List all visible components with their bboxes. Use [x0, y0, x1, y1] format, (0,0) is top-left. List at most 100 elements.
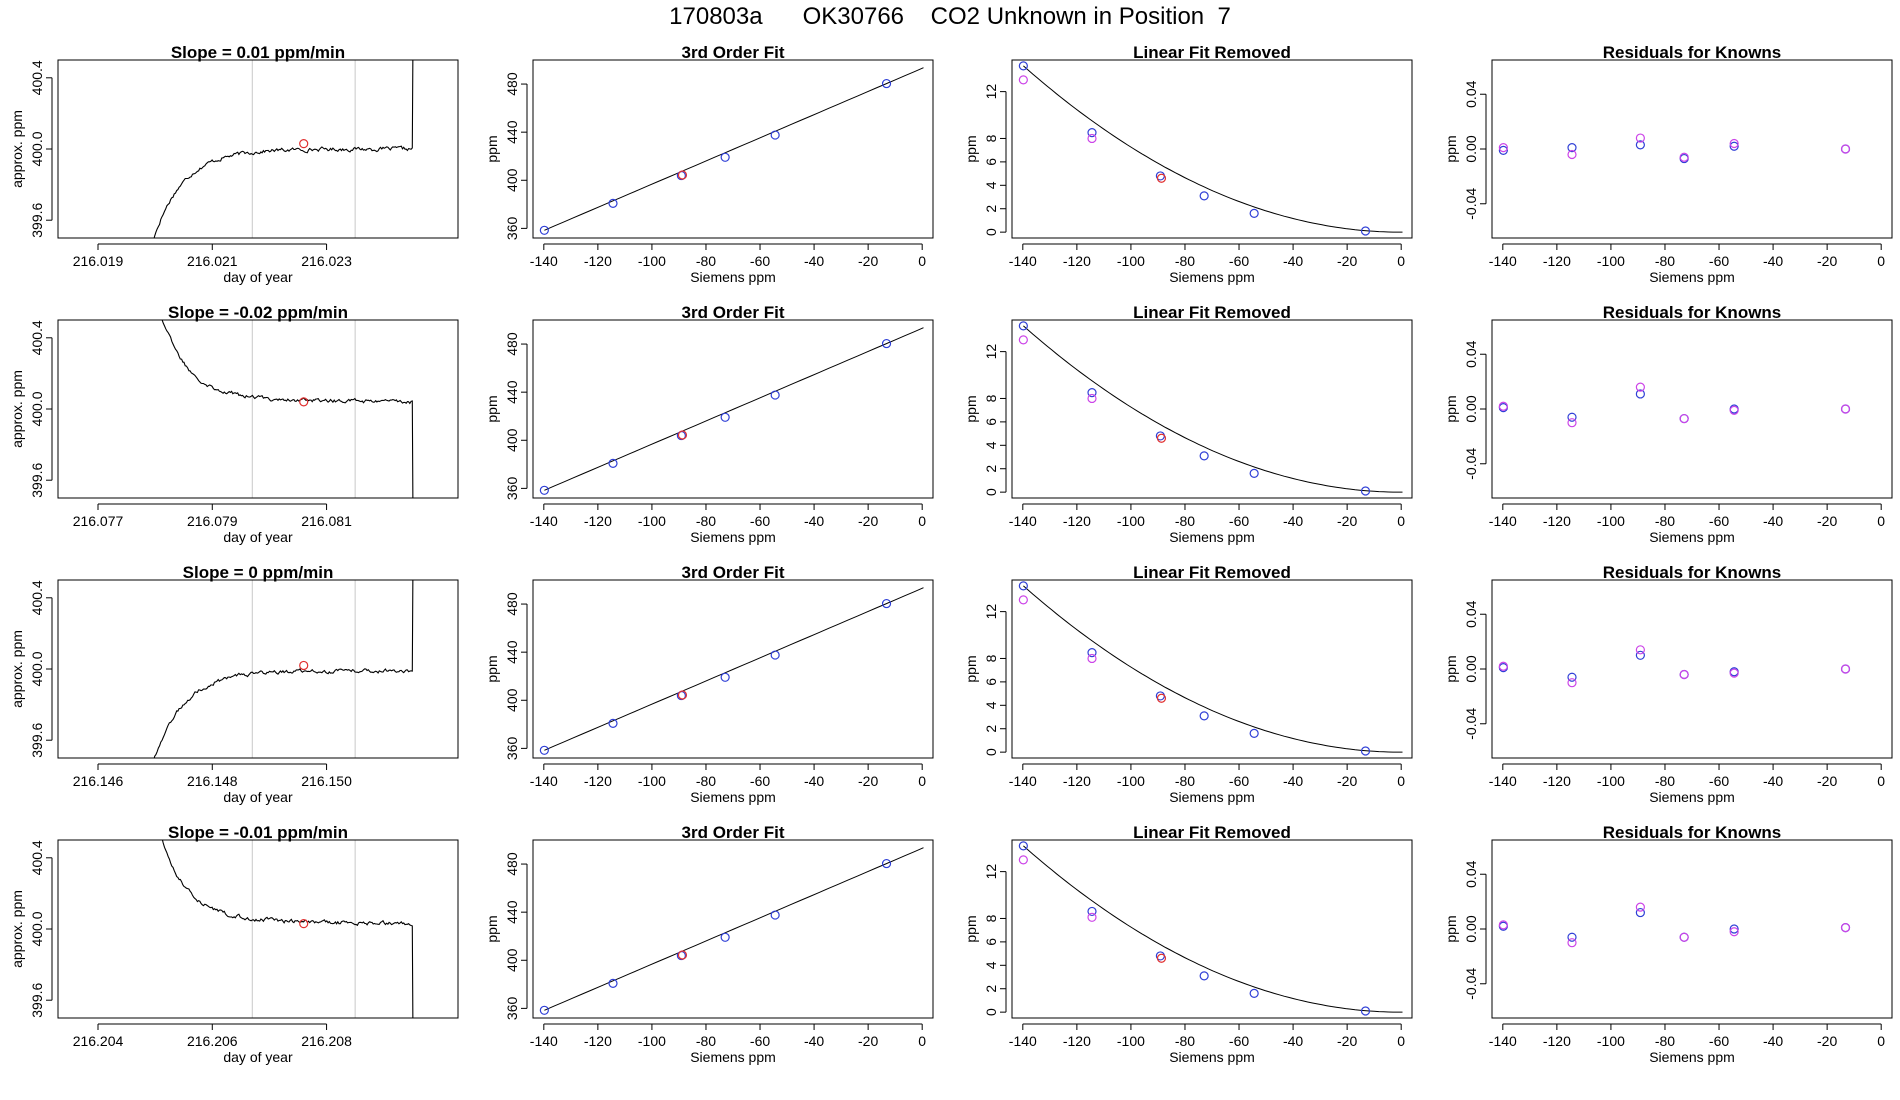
x-tick-label: -60: [750, 1033, 770, 1049]
y-tick-label: 2: [983, 725, 999, 733]
ppm-trace: [153, 580, 414, 758]
fit-curve: [544, 847, 924, 1011]
x-tick-label: -120: [1543, 513, 1571, 529]
known-standard-point: [1199, 451, 1209, 461]
y-axis-label: ppm: [484, 655, 500, 682]
panel-r3-c4: Residuals for Knowns -140 -120 -100 -80 -60 -4…: [1443, 563, 1893, 805]
known-standard-alt-point: [1087, 133, 1097, 144]
y-tick-label: 400.0: [29, 651, 45, 686]
y-tick-label: 0: [983, 748, 999, 756]
known-standard-point: [1018, 61, 1028, 71]
x-tick-label: -140: [530, 513, 558, 529]
x-tick-label: -100: [638, 513, 666, 529]
x-tick-label: -100: [1117, 1033, 1145, 1049]
known-standard-alt-point: [1840, 923, 1851, 933]
x-tick-label: -40: [1763, 253, 1783, 269]
panel-r1-c1: Slope = 0.01 ppm/min 216.019 216.021 216.02…: [9, 43, 459, 285]
data-layer: [539, 67, 924, 235]
x-tick-label: -120: [1543, 1033, 1571, 1049]
data-layer: [153, 580, 414, 758]
x-axis-label: Siemens ppm: [1649, 789, 1735, 805]
known-standard-alt-point: [1018, 75, 1028, 85]
panel-title: 3rd Order Fit: [682, 823, 785, 842]
panel-title: Linear Fit Removed: [1133, 43, 1291, 62]
x-tick-label: -100: [1117, 253, 1145, 269]
x-tick-label: -60: [750, 773, 770, 789]
x-tick-label: -80: [1175, 513, 1195, 529]
x-tick-label: -80: [1655, 773, 1675, 789]
known-standard-alt-point: [1679, 932, 1689, 942]
known-standard-alt-point: [1498, 143, 1508, 153]
fit-curve: [544, 67, 924, 231]
y-tick-label: 8: [983, 394, 999, 402]
window-mean-marker: [299, 660, 309, 671]
y-tick-label: 399.6: [29, 202, 45, 237]
x-tick-label: -120: [1063, 253, 1091, 269]
x-tick-label: -60: [1709, 253, 1729, 269]
window-mean-marker: [299, 919, 309, 929]
known-standard-alt-point: [1498, 401, 1508, 411]
y-tick-label: 440: [504, 380, 520, 404]
unknown-sample-point: [1156, 953, 1167, 963]
x-tick-label: 216.148: [187, 773, 238, 789]
known-standard-alt-point: [1087, 912, 1097, 922]
x-tick-label: -80: [696, 253, 716, 269]
known-standard-alt-point: [1635, 902, 1645, 912]
x-tick-label: -80: [1175, 253, 1195, 269]
panel-title: Linear Fit Removed: [1133, 563, 1291, 582]
x-tick-label: -140: [1489, 253, 1517, 269]
y-axis-label: ppm: [963, 655, 979, 682]
known-standard-point: [1360, 746, 1371, 756]
y-axis-label: ppm: [963, 135, 979, 162]
x-tick-label: 0: [918, 513, 926, 529]
y-axis-label: ppm: [1443, 655, 1459, 682]
known-standard-alt-point: [1567, 678, 1577, 688]
plot-frame: [57, 319, 459, 499]
y-tick-label: 0.00: [1463, 135, 1479, 162]
y-tick-label: 0: [983, 1008, 999, 1016]
known-standard-point: [770, 910, 780, 920]
y-tick-label: 360: [504, 996, 520, 1020]
x-tick-label: -80: [696, 773, 716, 789]
panel-title: Residuals for Knowns: [1603, 563, 1782, 582]
x-tick-label: -120: [584, 513, 612, 529]
y-axis-label: ppm: [963, 395, 979, 422]
y-tick-label: 4: [983, 961, 999, 969]
x-tick-label: 0: [1397, 513, 1405, 529]
known-standard-point: [720, 932, 730, 942]
known-standard-point: [608, 458, 618, 468]
known-standard-point: [1635, 650, 1645, 660]
panel-r2-c4: Residuals for Knowns -140 -120 -100 -80 -60 -4…: [1443, 303, 1893, 545]
y-tick-label: 2: [983, 985, 999, 993]
x-tick-label: -120: [1063, 513, 1091, 529]
data-layer: [539, 327, 924, 495]
known-standard-point: [1199, 971, 1209, 981]
x-axis-label: day of year: [223, 1049, 293, 1065]
x-axis-label: day of year: [223, 269, 293, 285]
panel-title: 3rd Order Fit: [682, 563, 785, 582]
x-axis-label: Siemens ppm: [690, 1049, 776, 1065]
x-tick-label: 0: [1397, 1033, 1405, 1049]
x-tick-label: -100: [638, 773, 666, 789]
x-tick-label: -20: [1337, 773, 1357, 789]
known-standard-alt-point: [1018, 595, 1028, 605]
unknown-sample-point: [1156, 173, 1167, 183]
x-tick-label: -60: [1229, 513, 1249, 529]
y-tick-label: 400.4: [29, 320, 45, 355]
y-tick-label: 8: [983, 654, 999, 662]
y-tick-label: 399.6: [29, 982, 45, 1017]
known-standard-point: [770, 130, 780, 140]
data-layer: [539, 847, 924, 1015]
panel-r2-c2: 3rd Order Fit -140 -120 -100 -80 -60 -40 -20 0 Si…: [484, 303, 934, 545]
x-tick-label: -100: [1597, 773, 1625, 789]
x-tick-label: -20: [1337, 1033, 1357, 1049]
known-standard-point: [1087, 128, 1097, 138]
x-tick-label: -100: [1117, 513, 1145, 529]
data-layer: [1018, 61, 1403, 236]
x-tick-label: -20: [1817, 1033, 1837, 1049]
y-tick-label: 480: [504, 332, 520, 356]
y-axis-label: approx. ppm: [9, 890, 25, 968]
x-tick-label: 0: [918, 1033, 926, 1049]
known-standard-point: [539, 485, 549, 495]
